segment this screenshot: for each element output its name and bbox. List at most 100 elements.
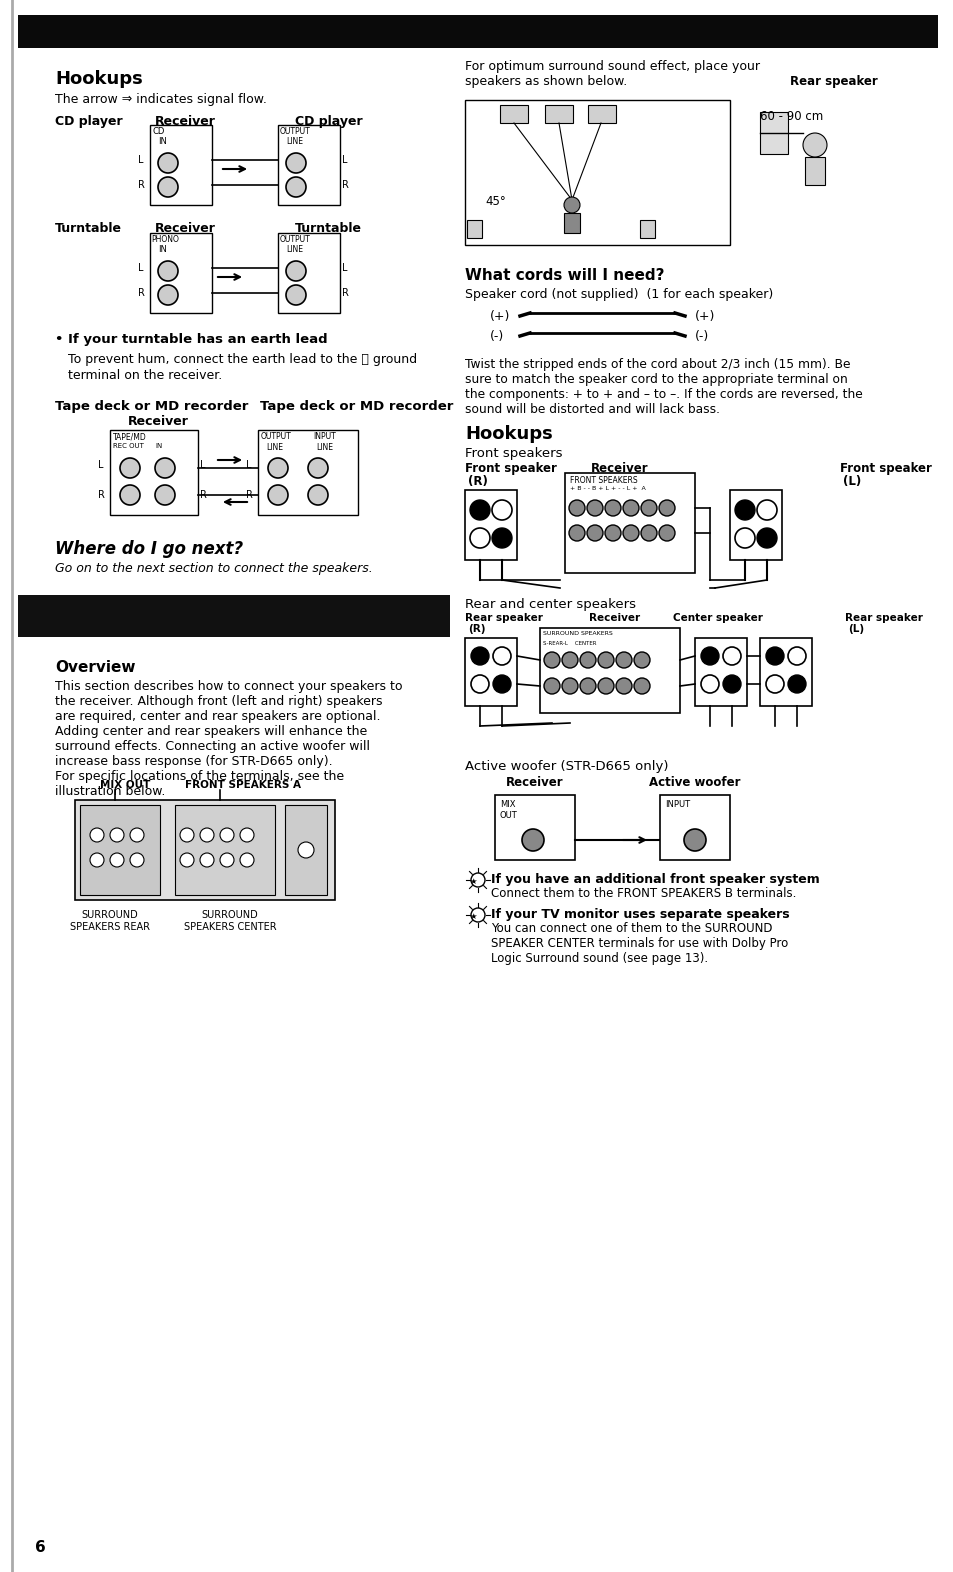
Circle shape [130,828,144,843]
Text: (-): (-) [695,330,708,343]
Text: R: R [138,181,145,190]
Text: Active woofer: Active woofer [649,777,740,789]
Text: Rear speaker: Rear speaker [789,75,877,88]
Text: To prevent hum, connect the earth lead to the ⨧ ground: To prevent hum, connect the earth lead t… [68,354,416,366]
Circle shape [180,854,193,868]
Text: (L): (L) [842,475,861,487]
Bar [277,233,339,313]
Bar [464,101,729,245]
Circle shape [722,648,740,665]
Circle shape [492,500,512,520]
Bar [110,431,198,516]
Circle shape [158,285,178,305]
Circle shape [471,674,489,693]
Circle shape [268,486,288,505]
Text: L: L [138,156,143,165]
Circle shape [616,678,631,693]
Circle shape [200,854,213,868]
Circle shape [297,843,314,858]
Circle shape [154,486,174,505]
Circle shape [579,652,596,668]
Text: (R): (R) [468,475,487,487]
Circle shape [563,196,579,212]
Circle shape [734,528,754,549]
Text: FRONT SPEAKERS: FRONT SPEAKERS [569,476,637,486]
Circle shape [700,648,719,665]
Text: SURROUND
SPEAKERS CENTER: SURROUND SPEAKERS CENTER [184,910,276,932]
Circle shape [471,909,484,923]
Circle shape [568,525,584,541]
Text: Front speaker: Front speaker [840,462,931,475]
Text: What cords will I need?: What cords will I need? [464,267,664,283]
Text: R: R [200,490,207,500]
Bar [729,490,781,560]
Circle shape [640,525,657,541]
Bar [544,105,573,123]
Circle shape [268,457,288,478]
Circle shape [308,486,328,505]
Circle shape [240,854,253,868]
Circle shape [90,854,104,868]
Text: (-): (-) [490,330,504,343]
Text: LINE: LINE [315,443,333,453]
Text: R: R [138,288,145,299]
Text: You can connect one of them to the SURROUND
SPEAKER CENTER terminals for use wit: You can connect one of them to the SURRO… [491,923,787,965]
Text: CD: CD [152,127,165,137]
Text: Speaker System Hookups: Speaker System Hookups [28,597,368,623]
Text: (L): (L) [847,624,863,634]
Circle shape [120,486,140,505]
Circle shape [308,457,328,478]
Text: SURROUND
SPEAKERS REAR: SURROUND SPEAKERS REAR [70,910,150,932]
Circle shape [158,178,178,196]
Text: Active woofer (STR-D665 only): Active woofer (STR-D665 only) [464,759,668,773]
Text: MIX OUT: MIX OUT [100,780,151,791]
Text: 6: 6 [35,1541,46,1555]
Circle shape [286,285,306,305]
Circle shape [286,178,306,196]
Bar [760,112,787,154]
Bar [539,627,679,714]
Text: + B - - B + L + - - L +  A: + B - - B + L + - - L + A [569,486,645,490]
Text: TAPE/MD: TAPE/MD [112,432,147,442]
Text: REC OUT: REC OUT [112,443,144,450]
Circle shape [640,500,657,516]
Text: The arrow ⇒ indicates signal flow.: The arrow ⇒ indicates signal flow. [55,93,267,105]
Circle shape [579,678,596,693]
Text: FRONT SPEAKERS A: FRONT SPEAKERS A [185,780,301,791]
Circle shape [734,500,754,520]
Text: Receiver: Receiver [154,222,215,234]
Text: IN: IN [158,245,167,255]
Bar [150,233,212,313]
Text: terminal on the receiver.: terminal on the receiver. [68,369,222,382]
Circle shape [158,261,178,281]
Circle shape [120,457,140,478]
Bar [464,490,517,560]
Text: MIX: MIX [499,800,515,810]
Circle shape [286,152,306,173]
Bar [639,220,655,237]
Circle shape [220,854,233,868]
Circle shape [568,500,584,516]
Bar [285,805,327,894]
Circle shape [158,152,178,173]
Circle shape [700,674,719,693]
Text: Rear and center speakers: Rear and center speakers [464,597,636,612]
Bar [174,805,274,894]
Text: OUTPUT: OUTPUT [280,234,311,244]
Circle shape [521,828,543,850]
Circle shape [659,525,675,541]
Bar [495,795,575,860]
Circle shape [765,674,783,693]
Circle shape [180,828,193,843]
Text: If you have an additional front speaker system: If you have an additional front speaker … [491,872,819,887]
Circle shape [598,678,614,693]
Text: Connect them to the FRONT SPEAKERS B terminals.: Connect them to the FRONT SPEAKERS B ter… [491,887,796,901]
Text: Hookups: Hookups [464,424,552,443]
Circle shape [493,674,511,693]
Text: ★: ★ [469,912,476,921]
Text: Hookups: Hookups [55,71,143,88]
Text: • If your turntable has an earth lead: • If your turntable has an earth lead [55,333,327,346]
Text: Turntable: Turntable [294,222,361,234]
Bar [75,800,335,901]
Bar [80,805,160,894]
